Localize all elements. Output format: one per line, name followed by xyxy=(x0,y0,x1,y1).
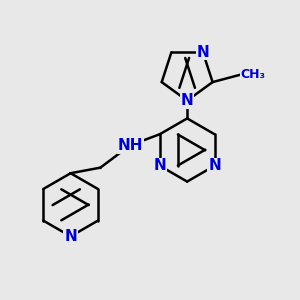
Text: N: N xyxy=(196,45,209,60)
Text: N: N xyxy=(208,158,221,173)
Text: N: N xyxy=(153,158,166,173)
Text: N: N xyxy=(181,93,194,108)
Text: NH: NH xyxy=(117,138,143,153)
Text: N: N xyxy=(64,229,77,244)
Text: CH₃: CH₃ xyxy=(241,68,266,81)
